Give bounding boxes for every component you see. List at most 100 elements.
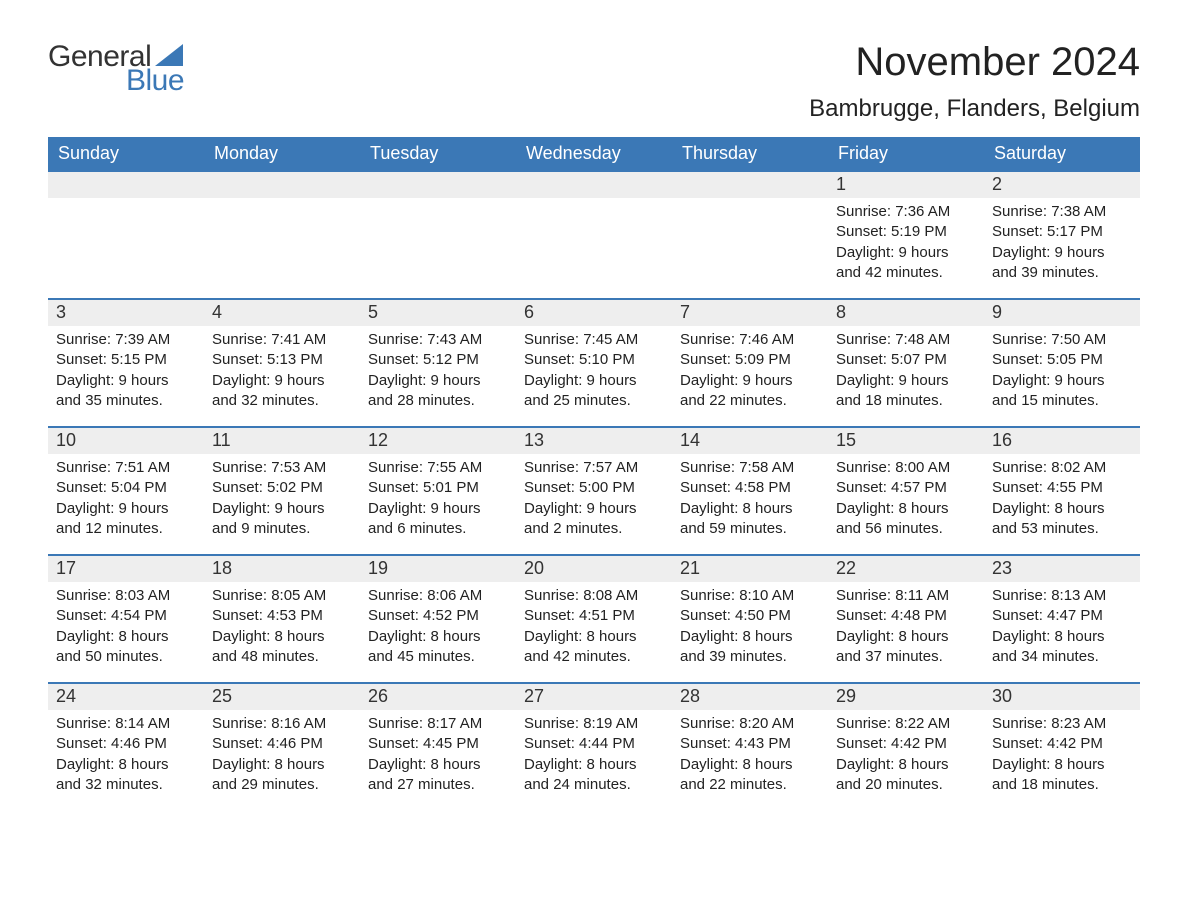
sunrise-line: Sunrise: 8:02 AM [992,458,1132,478]
daylight-line: Daylight: 9 hours and 42 minutes. [836,243,976,284]
day-number: 18 [204,556,360,582]
calendar-day-cell: 26Sunrise: 8:17 AMSunset: 4:45 PMDayligh… [360,683,516,811]
sunset-line: Sunset: 5:09 PM [680,350,820,370]
calendar-day-cell: 9Sunrise: 7:50 AMSunset: 5:05 PMDaylight… [984,299,1140,427]
sunset-line: Sunset: 4:48 PM [836,606,976,626]
calendar-week-row: 10Sunrise: 7:51 AMSunset: 5:04 PMDayligh… [48,427,1140,555]
day-number: 21 [672,556,828,582]
day-number: 17 [48,556,204,582]
daylight-line: Daylight: 9 hours and 6 minutes. [368,499,508,540]
day-number: 3 [48,300,204,326]
daylight-line: Daylight: 9 hours and 32 minutes. [212,371,352,412]
sunrise-line: Sunrise: 7:36 AM [836,202,976,222]
sunrise-line: Sunrise: 8:03 AM [56,586,196,606]
sunrise-line: Sunrise: 7:46 AM [680,330,820,350]
day-number: 5 [360,300,516,326]
sunrise-line: Sunrise: 7:39 AM [56,330,196,350]
day-number: 16 [984,428,1140,454]
calendar-day-cell: 12Sunrise: 7:55 AMSunset: 5:01 PMDayligh… [360,427,516,555]
sunset-line: Sunset: 4:54 PM [56,606,196,626]
daylight-line: Daylight: 9 hours and 2 minutes. [524,499,664,540]
daylight-line: Daylight: 8 hours and 50 minutes. [56,627,196,668]
calendar-day-cell: 11Sunrise: 7:53 AMSunset: 5:02 PMDayligh… [204,427,360,555]
calendar-day-cell: 15Sunrise: 8:00 AMSunset: 4:57 PMDayligh… [828,427,984,555]
day-details: Sunrise: 7:55 AMSunset: 5:01 PMDaylight:… [360,454,516,549]
day-details: Sunrise: 7:39 AMSunset: 5:15 PMDaylight:… [48,326,204,421]
sunset-line: Sunset: 4:51 PM [524,606,664,626]
daylight-line: Daylight: 8 hours and 56 minutes. [836,499,976,540]
day-number: 22 [828,556,984,582]
day-details: Sunrise: 8:20 AMSunset: 4:43 PMDaylight:… [672,710,828,805]
page-header: General Blue November 2024 Bambrugge, Fl… [48,40,1140,123]
day-number: 30 [984,684,1140,710]
day-number: 9 [984,300,1140,326]
day-number: 11 [204,428,360,454]
sunrise-line: Sunrise: 7:51 AM [56,458,196,478]
calendar-empty-cell [48,171,204,299]
day-details: Sunrise: 7:53 AMSunset: 5:02 PMDaylight:… [204,454,360,549]
sunset-line: Sunset: 5:12 PM [368,350,508,370]
calendar-day-cell: 4Sunrise: 7:41 AMSunset: 5:13 PMDaylight… [204,299,360,427]
sunrise-line: Sunrise: 7:38 AM [992,202,1132,222]
calendar-day-cell: 19Sunrise: 8:06 AMSunset: 4:52 PMDayligh… [360,555,516,683]
brand-logo: General Blue [48,40,184,98]
day-number: 26 [360,684,516,710]
day-number: 2 [984,172,1140,198]
sunset-line: Sunset: 4:42 PM [992,734,1132,754]
daylight-line: Daylight: 8 hours and 39 minutes. [680,627,820,668]
calendar-day-cell: 13Sunrise: 7:57 AMSunset: 5:00 PMDayligh… [516,427,672,555]
sunset-line: Sunset: 5:04 PM [56,478,196,498]
daylight-line: Daylight: 8 hours and 45 minutes. [368,627,508,668]
day-details: Sunrise: 8:06 AMSunset: 4:52 PMDaylight:… [360,582,516,677]
sunset-line: Sunset: 5:05 PM [992,350,1132,370]
day-number: 12 [360,428,516,454]
weekday-header: Thursday [672,137,828,171]
day-number: 13 [516,428,672,454]
sunrise-line: Sunrise: 8:20 AM [680,714,820,734]
sunset-line: Sunset: 4:46 PM [212,734,352,754]
day-number: 23 [984,556,1140,582]
location-subtitle: Bambrugge, Flanders, Belgium [809,95,1140,123]
day-details: Sunrise: 7:41 AMSunset: 5:13 PMDaylight:… [204,326,360,421]
daylight-line: Daylight: 8 hours and 29 minutes. [212,755,352,796]
day-number: 29 [828,684,984,710]
weekday-header: Monday [204,137,360,171]
sunset-line: Sunset: 5:13 PM [212,350,352,370]
sunrise-line: Sunrise: 8:14 AM [56,714,196,734]
day-details: Sunrise: 8:08 AMSunset: 4:51 PMDaylight:… [516,582,672,677]
sunset-line: Sunset: 4:53 PM [212,606,352,626]
calendar-day-cell: 7Sunrise: 7:46 AMSunset: 5:09 PMDaylight… [672,299,828,427]
day-details: Sunrise: 8:22 AMSunset: 4:42 PMDaylight:… [828,710,984,805]
calendar-day-cell: 2Sunrise: 7:38 AMSunset: 5:17 PMDaylight… [984,171,1140,299]
calendar-day-cell: 23Sunrise: 8:13 AMSunset: 4:47 PMDayligh… [984,555,1140,683]
calendar-day-cell: 16Sunrise: 8:02 AMSunset: 4:55 PMDayligh… [984,427,1140,555]
sunrise-line: Sunrise: 8:06 AM [368,586,508,606]
day-number: 14 [672,428,828,454]
calendar-week-row: 1Sunrise: 7:36 AMSunset: 5:19 PMDaylight… [48,171,1140,299]
title-block: November 2024 Bambrugge, Flanders, Belgi… [809,40,1140,123]
daylight-line: Daylight: 9 hours and 39 minutes. [992,243,1132,284]
sunrise-line: Sunrise: 7:50 AM [992,330,1132,350]
calendar-day-cell: 25Sunrise: 8:16 AMSunset: 4:46 PMDayligh… [204,683,360,811]
daylight-line: Daylight: 9 hours and 22 minutes. [680,371,820,412]
calendar-day-cell: 18Sunrise: 8:05 AMSunset: 4:53 PMDayligh… [204,555,360,683]
day-details: Sunrise: 7:50 AMSunset: 5:05 PMDaylight:… [984,326,1140,421]
day-details: Sunrise: 7:57 AMSunset: 5:00 PMDaylight:… [516,454,672,549]
sunrise-line: Sunrise: 8:05 AM [212,586,352,606]
sunrise-line: Sunrise: 8:13 AM [992,586,1132,606]
day-details: Sunrise: 8:02 AMSunset: 4:55 PMDaylight:… [984,454,1140,549]
daylight-line: Daylight: 8 hours and 22 minutes. [680,755,820,796]
daylight-line: Daylight: 9 hours and 35 minutes. [56,371,196,412]
sunrise-line: Sunrise: 8:19 AM [524,714,664,734]
day-details: Sunrise: 7:45 AMSunset: 5:10 PMDaylight:… [516,326,672,421]
daylight-line: Daylight: 8 hours and 18 minutes. [992,755,1132,796]
day-number [48,172,204,198]
daylight-line: Daylight: 9 hours and 12 minutes. [56,499,196,540]
day-number: 10 [48,428,204,454]
day-details: Sunrise: 8:11 AMSunset: 4:48 PMDaylight:… [828,582,984,677]
sunrise-line: Sunrise: 7:55 AM [368,458,508,478]
day-number: 8 [828,300,984,326]
calendar-day-cell: 14Sunrise: 7:58 AMSunset: 4:58 PMDayligh… [672,427,828,555]
sunset-line: Sunset: 4:42 PM [836,734,976,754]
calendar-week-row: 3Sunrise: 7:39 AMSunset: 5:15 PMDaylight… [48,299,1140,427]
